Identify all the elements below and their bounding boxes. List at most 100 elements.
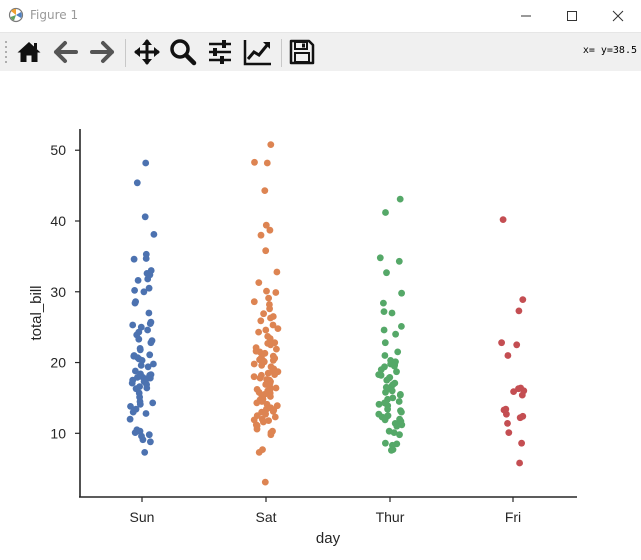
data-point-sat <box>269 321 277 329</box>
data-point-sat <box>273 268 281 276</box>
data-point-sun <box>131 299 139 307</box>
data-point-thur <box>390 429 398 436</box>
edit-axis-icon <box>243 40 271 66</box>
data-point-thur <box>388 387 396 395</box>
data-point-sat <box>253 399 261 407</box>
data-point-sat <box>250 373 258 381</box>
data-point-sun <box>142 159 150 167</box>
pan-button[interactable] <box>132 37 162 67</box>
y-axis-label: total_bill <box>28 285 45 340</box>
title-bar: Figure 1 <box>0 0 641 33</box>
minimize-button[interactable] <box>503 0 549 32</box>
data-point-sat <box>262 410 269 418</box>
maximize-icon <box>567 11 577 21</box>
back-button[interactable] <box>51 37 81 67</box>
data-point-thur <box>380 326 388 334</box>
data-point-sun <box>136 400 144 408</box>
data-point-sat <box>258 398 266 405</box>
window-title: Figure 1 <box>30 8 79 22</box>
data-point-thur <box>388 446 395 454</box>
data-point-thur <box>381 339 389 347</box>
data-point-sun <box>139 436 147 444</box>
data-point-sun <box>141 213 149 221</box>
data-point-thur <box>396 391 404 399</box>
data-point-sat <box>269 408 277 415</box>
edit-axis-button[interactable] <box>243 37 273 67</box>
data-point-sat <box>272 384 280 392</box>
data-point-thur <box>383 376 391 384</box>
data-point-sun <box>130 255 138 263</box>
data-point-fri <box>503 410 510 418</box>
data-point-sat <box>271 371 278 378</box>
y-tick-label: 10 <box>50 425 66 441</box>
data-point-thur <box>375 400 383 408</box>
y-tick-label: 50 <box>50 142 66 158</box>
data-point-thur <box>396 431 403 439</box>
data-point-thur <box>394 348 402 356</box>
toolbar-grip <box>5 41 7 63</box>
data-point-sun <box>131 429 139 436</box>
zoom-button[interactable] <box>168 37 198 67</box>
data-point-sun <box>135 335 143 343</box>
data-point-sun <box>136 346 144 354</box>
data-point-fri <box>505 429 513 436</box>
data-point-fri <box>516 414 524 422</box>
data-point-sat <box>265 294 272 302</box>
close-button[interactable] <box>595 0 641 32</box>
data-point-thur <box>391 362 398 370</box>
data-point-sun <box>145 309 153 317</box>
y-tick-label: 30 <box>50 284 66 300</box>
data-point-thur <box>384 405 391 413</box>
data-point-sat <box>255 328 262 336</box>
data-point-fri <box>519 296 527 303</box>
data-point-sun <box>132 367 139 375</box>
figure-canvas[interactable]: 10 20 30 40 50 Sun Sat Thur Fri day total_bill <box>0 72 641 556</box>
data-point-sun <box>142 410 150 417</box>
maximize-button[interactable] <box>549 0 595 32</box>
save-button[interactable] <box>287 37 317 67</box>
data-point-thur <box>389 394 397 402</box>
data-point-thur <box>393 368 400 376</box>
data-point-sat <box>265 417 272 424</box>
data-point-fri <box>504 420 511 427</box>
data-point-sat <box>256 348 264 356</box>
data-point-thur <box>382 439 389 447</box>
data-point-fri <box>515 307 523 315</box>
data-point-thur <box>392 330 399 338</box>
data-point-thur <box>376 254 384 262</box>
data-point-sat <box>266 305 273 313</box>
forward-button[interactable] <box>87 37 117 67</box>
x-axis-label: day <box>316 530 341 547</box>
data-point-sat <box>256 374 264 382</box>
x-tick-label: Thur <box>376 509 405 525</box>
points-layer <box>126 141 528 486</box>
data-point-sat <box>261 187 269 194</box>
data-point-sat <box>251 158 258 166</box>
data-point-sat <box>267 431 275 439</box>
data-point-thur <box>382 209 389 216</box>
data-point-sun <box>149 399 157 407</box>
data-point-sun <box>143 384 151 392</box>
data-point-thur <box>380 308 388 315</box>
home-button[interactable] <box>14 37 44 67</box>
data-point-sun <box>134 277 142 284</box>
data-point-thur <box>382 388 389 396</box>
data-point-sun <box>142 255 150 262</box>
data-point-sat <box>250 298 258 306</box>
data-point-fri <box>510 388 517 395</box>
data-point-thur <box>398 289 405 297</box>
data-point-sun <box>133 179 141 187</box>
data-point-sat <box>267 341 274 349</box>
data-point-thur <box>398 323 405 330</box>
data-point-fri <box>515 385 522 393</box>
data-point-sat <box>257 231 265 239</box>
data-point-sat <box>262 326 270 334</box>
data-point-fri <box>516 459 523 467</box>
coordinates-readout: x= y=38.5 <box>582 45 637 56</box>
configure-subplots-button[interactable] <box>205 37 235 67</box>
configure-subplots-icon <box>209 40 231 64</box>
stripplot-chart: 10 20 30 40 50 Sun Sat Thur Fri day total_bill <box>28 129 577 547</box>
y-tick-label: 20 <box>50 355 66 371</box>
data-point-thur <box>395 398 403 405</box>
data-point-sun <box>140 288 148 296</box>
